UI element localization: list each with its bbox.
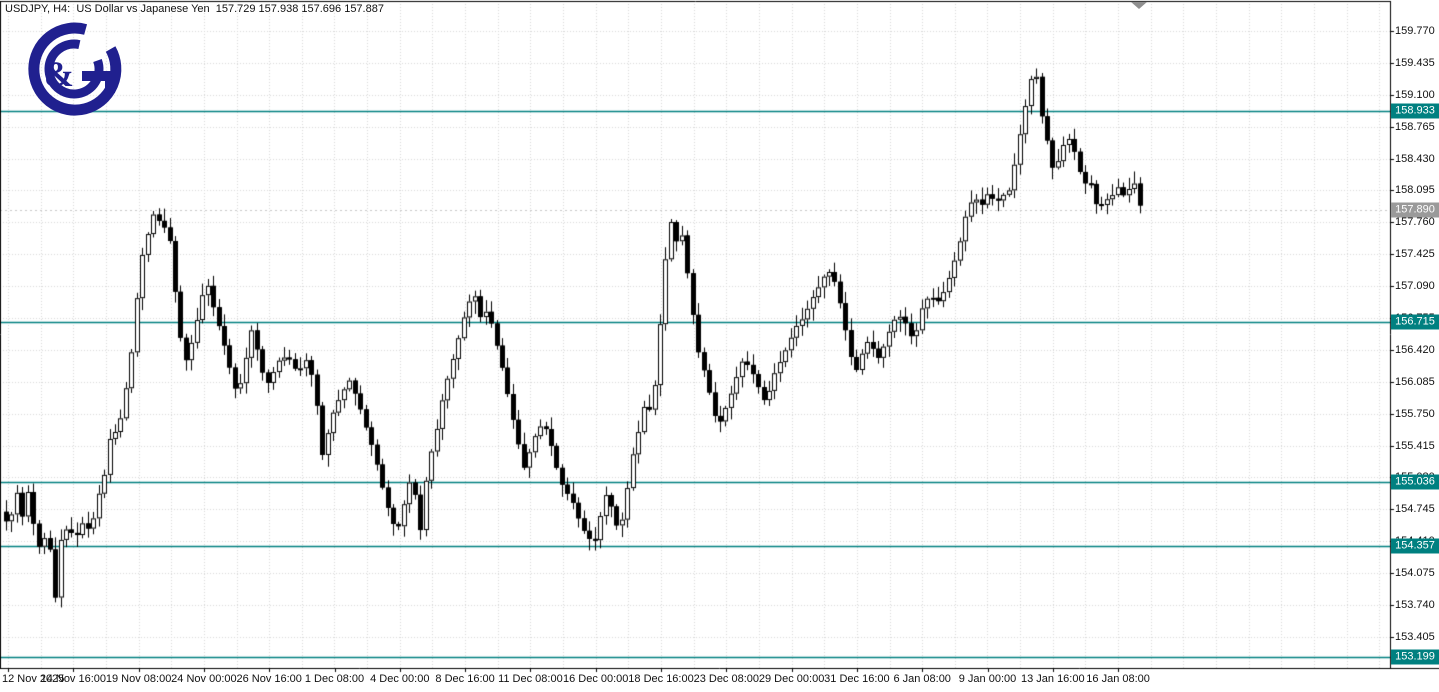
logo-ampersand: & xyxy=(44,54,74,94)
price-tick-label: 156.420 xyxy=(1395,343,1435,356)
time-tick-label: 16 Dec 00:00 xyxy=(562,673,629,685)
time-tick-label: 13 Jan 16:00 xyxy=(1020,673,1085,685)
price-tick-label: 157.760 xyxy=(1395,216,1435,229)
time-tick-label: 12 Nov 2025 xyxy=(2,673,65,685)
time-tick-label: 23 Dec 08:00 xyxy=(693,673,760,685)
time-tick-label: 29 Dec 00:00 xyxy=(758,673,825,685)
current-price-label: 157.890 xyxy=(1391,202,1439,218)
price-tick-label: 155.750 xyxy=(1395,407,1435,420)
hline-price-label: 155.036 xyxy=(1391,474,1439,490)
time-tick-label: 4 Dec 00:00 xyxy=(370,673,430,685)
price-tick-label: 158.765 xyxy=(1395,120,1435,133)
time-tick-label: 8 Dec 16:00 xyxy=(435,673,495,685)
hline-price-label: 156.715 xyxy=(1391,314,1439,330)
hline-price-label: 153.199 xyxy=(1391,649,1439,665)
hline-price-label: 158.933 xyxy=(1391,103,1439,119)
price-tick-label: 154.075 xyxy=(1395,567,1435,580)
hline-price-label: 154.357 xyxy=(1391,538,1439,554)
bar-shift-marker-icon[interactable] xyxy=(1131,2,1147,9)
time-tick-label: 11 Dec 08:00 xyxy=(498,673,563,685)
time-tick-label: 19 Nov 08:00 xyxy=(105,673,172,685)
price-tick-label: 153.740 xyxy=(1395,599,1435,612)
price-tick-label: 158.430 xyxy=(1395,152,1435,165)
logo-g-stem xyxy=(105,71,115,93)
price-tick-label: 158.095 xyxy=(1395,184,1435,197)
time-tick-label: 26 Nov 16:00 xyxy=(236,673,302,685)
price-tick-label: 154.745 xyxy=(1395,503,1435,516)
price-tick-label: 159.100 xyxy=(1395,88,1435,101)
logo-g-crossbar xyxy=(82,71,115,81)
time-tick-label: 9 Jan 00:00 xyxy=(958,673,1017,685)
price-tick-label: 157.090 xyxy=(1395,280,1435,293)
price-tick-label: 155.415 xyxy=(1395,439,1435,452)
price-tick-label: 156.085 xyxy=(1395,375,1435,388)
price-tick-label: 159.770 xyxy=(1395,25,1435,37)
time-tick-label: 16 Jan 08:00 xyxy=(1086,673,1150,685)
time-tick-label: 6 Jan 08:00 xyxy=(893,673,951,685)
price-tick-label: 153.405 xyxy=(1395,630,1435,643)
time-tick-label: 18 Dec 16:00 xyxy=(628,673,694,685)
time-tick-label: 14 Nov 16:00 xyxy=(40,673,107,685)
broker-logo: & xyxy=(28,22,122,116)
price-tick-label: 157.425 xyxy=(1395,248,1435,261)
price-tick-label: 159.435 xyxy=(1395,56,1435,69)
time-tick-label: 24 Nov 00:00 xyxy=(171,673,237,685)
time-tick-label: 31 Dec 16:00 xyxy=(824,673,890,685)
time-tick-label: 1 Dec 08:00 xyxy=(304,673,365,685)
chart-title: USDJPY, H4: US Dollar vs Japanese Yen 15… xyxy=(5,3,384,15)
